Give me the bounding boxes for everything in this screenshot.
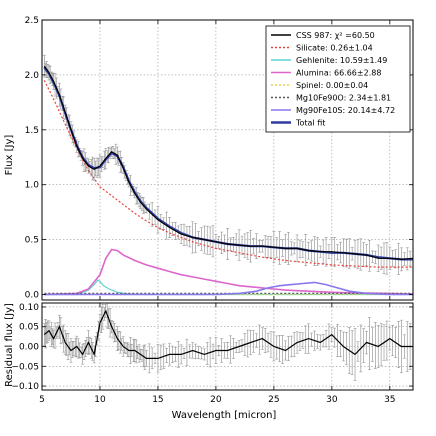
- y-tick-label: 0.0: [25, 291, 40, 301]
- series-line-alumina: [44, 248, 414, 296]
- x-tick-label: 20: [210, 395, 222, 405]
- legend-label: Gehlenite: 10.59±1.49: [296, 56, 387, 65]
- y-axis-label-main: Flux [Jy]: [4, 135, 15, 176]
- y-tick-label: 2.0: [25, 71, 40, 81]
- x-tick-label: 15: [152, 395, 163, 405]
- y-axis-label-residual: Residual flux [Jy]: [4, 303, 15, 387]
- legend-label: Alumina: 66.66±2.88: [296, 69, 381, 78]
- x-axis-label: Wavelength [micron]: [172, 410, 277, 421]
- legend-box: [265, 25, 411, 133]
- x-tick-label: 5: [39, 395, 45, 405]
- series-line-css-987: [43, 65, 414, 261]
- y-tick-label: −0.10: [11, 382, 39, 392]
- residual-plot-panel: −0.10 −0.05 0.00 0.05 0.10 5 10 15 20 25 30 35: [11, 302, 414, 405]
- y-tick-label: 1.0: [25, 181, 40, 191]
- y-tick-label: 0.00: [19, 343, 39, 353]
- y-tick-label: 0.10: [19, 303, 39, 313]
- y-tick-label: 2.5: [25, 16, 39, 26]
- legend-label: Silicate: 0.26±1.04: [296, 44, 373, 53]
- series-line-silicate: [43, 80, 413, 268]
- plot-frame: [41, 19, 414, 301]
- series-line-residual: [43, 309, 413, 359]
- y-tick-label: 0.5: [25, 236, 39, 246]
- x-tick-label: 10: [94, 395, 106, 405]
- legend-label: Mg90Fe10S: 20.14±4.72: [296, 106, 395, 115]
- y-tick-label: −0.05: [11, 362, 39, 372]
- series-line-mg90fe10s: [44, 281, 413, 296]
- legend-label: Mg10Fe90O: 2.34±1.81: [296, 94, 391, 103]
- y-tick-label: 1.5: [25, 126, 39, 136]
- x-tick-label: 25: [268, 395, 279, 405]
- x-tick-label: 30: [326, 395, 338, 405]
- legend-label: CSS 987: χ² =60.50: [296, 31, 375, 40]
- legend-label: Spinel: 0.00±0.04: [296, 81, 368, 90]
- legend-label: Total fit: [295, 119, 325, 128]
- y-tick-label: 0.05: [19, 323, 39, 333]
- x-tick-label: 35: [384, 395, 395, 405]
- legend: CSS 987: χ² =60.50 Silicate: 0.26±1.04 Geh…: [265, 25, 411, 133]
